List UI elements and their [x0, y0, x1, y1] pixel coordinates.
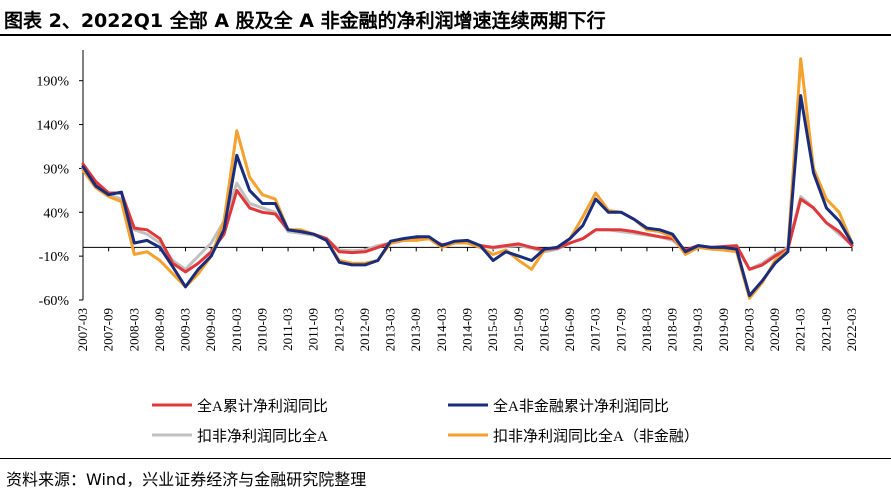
x-tick-label: 2017-03 — [588, 308, 603, 351]
x-tick-label: 2021-03 — [793, 308, 808, 351]
x-tick-label: 2020-03 — [741, 308, 756, 351]
x-tick-label: 2016-09 — [562, 308, 577, 351]
x-tick-label: 2018-03 — [639, 308, 654, 351]
x-tick-label: 2019-09 — [716, 308, 731, 351]
x-tick-label: 2018-09 — [665, 308, 680, 351]
y-tick-label: -60% — [39, 294, 70, 309]
x-tick-label: 2013-03 — [383, 308, 398, 351]
x-tick-label: 2007-09 — [101, 308, 116, 351]
chart-lines — [81, 57, 854, 300]
x-tick-label: 2010-09 — [254, 308, 269, 351]
legend-label: 扣非净利润同比全A（非金融） — [493, 427, 699, 445]
source-note: 资料来源：Wind，兴业证券经济与金融研究院整理 — [6, 470, 367, 489]
line-chart: -60%-10%40%90%140%190% 2007-03 2007-09 200… — [36, 50, 859, 445]
x-tick-label: 2016-03 — [536, 308, 551, 351]
x-tick-label: 2009-09 — [203, 308, 218, 351]
y-tick-label: -10% — [39, 250, 70, 265]
x-tick-label: 2020-09 — [767, 308, 782, 351]
x-tick-label: 2022-03 — [844, 308, 859, 351]
x-tick-label: 2012-03 — [331, 308, 346, 351]
x-tick-label: 2008-09 — [152, 308, 167, 351]
x-tick-label: 2007-03 — [75, 308, 90, 351]
y-tick-label: 40% — [43, 206, 69, 221]
x-tick-label: 2011-03 — [280, 308, 295, 351]
x-tick-label: 2014-09 — [460, 308, 475, 351]
x-tick-label: 2011-09 — [306, 308, 321, 351]
y-axis: -60% -10% 40% 90% 140% 190% — [36, 50, 84, 309]
x-tick-label: 2015-03 — [485, 308, 500, 351]
y-tick-label: 90% — [43, 162, 69, 177]
x-tick-label: 2017-09 — [613, 308, 628, 351]
x-tick-label: 2012-09 — [357, 308, 372, 351]
legend-label: 全A非金融累计净利润同比 — [493, 397, 669, 415]
series-line-2 — [81, 94, 854, 298]
x-tick-label: 2010-03 — [229, 308, 244, 351]
figure-title: 图表 2、2022Q1 全部 A 股及全 A 非金融的净利润增速连续两期下行 — [4, 10, 606, 32]
legend-label: 扣非净利润同比全A — [197, 427, 328, 445]
x-tick-label: 2009-03 — [178, 308, 193, 351]
legend-label: 全A累计净利润同比 — [197, 397, 328, 415]
y-tick-label: 140% — [36, 119, 69, 134]
x-axis: 2007-03 2007-09 2008-03 2008-09 2009-03 2009-… — [75, 246, 859, 351]
x-tick-label: 2014-03 — [434, 308, 449, 351]
x-tick-label: 2015-09 — [511, 308, 526, 351]
source-rule — [0, 458, 891, 459]
y-tick-label: 190% — [36, 75, 69, 90]
x-tick-label: 2013-09 — [408, 308, 423, 351]
x-tick-label: 2021-09 — [818, 308, 833, 351]
title-rule — [0, 34, 891, 36]
x-tick-label: 2019-03 — [690, 308, 705, 351]
x-tick-label: 2008-03 — [126, 308, 141, 351]
